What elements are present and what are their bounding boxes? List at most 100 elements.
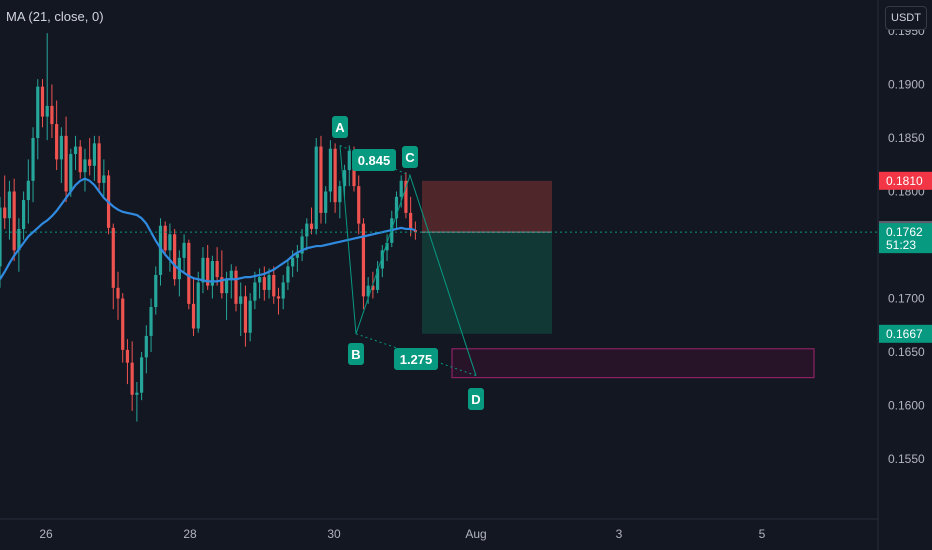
candle-body xyxy=(220,277,224,294)
pattern-point-d[interactable]: D xyxy=(468,388,484,410)
candle-body xyxy=(300,236,304,254)
candle-body xyxy=(140,357,144,393)
candle-body xyxy=(239,296,243,304)
ratio-box xyxy=(352,149,396,171)
point-label-text: C xyxy=(405,150,415,165)
time-axis[interactable]: 26 28 30 Aug 3 5 xyxy=(39,527,765,541)
y-tick-label: 0.1550 xyxy=(888,452,925,466)
candle-body xyxy=(361,223,366,297)
candle-body xyxy=(201,257,205,283)
candle-body xyxy=(92,143,96,166)
candle-body xyxy=(121,298,125,350)
y-tick-label: 0.1700 xyxy=(888,292,925,306)
candle-body xyxy=(78,146,82,173)
candle-body xyxy=(187,242,191,304)
candle-body xyxy=(191,303,196,329)
ratio-text: 0.845 xyxy=(358,153,391,168)
candle-body xyxy=(40,86,45,117)
y-tick-label: 0.1900 xyxy=(888,78,925,92)
point-label-box xyxy=(468,388,484,410)
x-tick-label: 5 xyxy=(759,527,766,541)
candle-body xyxy=(338,186,342,203)
pattern-point-b[interactable]: B xyxy=(348,343,364,365)
point-label-text: A xyxy=(335,120,345,135)
candle-body xyxy=(125,349,130,363)
candle-body xyxy=(380,250,384,269)
candle-body xyxy=(210,261,214,286)
candle-body xyxy=(385,242,389,251)
candle-body xyxy=(319,146,323,213)
pattern-point-c[interactable]: C xyxy=(402,146,418,168)
candle-body xyxy=(69,154,73,192)
candle-body xyxy=(64,135,68,192)
stop-loss-zone[interactable] xyxy=(422,180,552,233)
candle-body xyxy=(36,86,40,138)
candle-body xyxy=(55,124,59,160)
price-tag-target: 0.1667 xyxy=(879,324,932,343)
candle-body xyxy=(31,138,35,181)
candle-body xyxy=(158,225,163,275)
candle-body xyxy=(59,135,63,160)
candle-body xyxy=(243,296,248,333)
candle-body xyxy=(229,270,233,280)
candle-body xyxy=(376,268,380,290)
candle-body xyxy=(73,146,78,155)
price-tag-stop: 0.1810 xyxy=(879,171,932,190)
candle-body xyxy=(399,180,403,197)
price-tag-box xyxy=(879,324,932,343)
price-tag-value: 0.1762 xyxy=(886,225,923,239)
indicator-label[interactable]: MA (21, close, 0) xyxy=(6,9,104,24)
y-tick-label: 0.1650 xyxy=(888,345,925,359)
candle-body xyxy=(116,287,120,299)
candle-body xyxy=(168,234,172,251)
price-tag-value: 0.1667 xyxy=(886,327,923,341)
candle-body xyxy=(149,307,153,336)
pattern-legs xyxy=(339,145,477,376)
candle-body xyxy=(281,282,285,299)
x-tick-label: 28 xyxy=(183,527,197,541)
candle-body xyxy=(88,159,92,166)
candle-body xyxy=(50,105,54,125)
candle-body xyxy=(272,274,276,297)
take-profit-zone[interactable] xyxy=(422,232,552,334)
candle-body xyxy=(45,105,49,117)
prz-zone[interactable] xyxy=(451,348,815,379)
candle-body xyxy=(17,228,21,251)
candle-body xyxy=(83,159,87,173)
y-tick-label: 0.1850 xyxy=(888,131,925,145)
ratio-text: 1.275 xyxy=(400,352,433,367)
candle-body xyxy=(253,282,257,301)
candle-body xyxy=(111,227,115,288)
candle-body xyxy=(286,266,290,283)
ratio-label-cd[interactable]: 1.275 xyxy=(394,348,438,370)
point-label-text: D xyxy=(471,392,480,407)
currency-badge[interactable]: USDT xyxy=(885,6,927,30)
candle-body xyxy=(258,277,262,283)
ratio-label-bc[interactable]: 0.845 xyxy=(352,149,396,171)
candle-body xyxy=(163,225,167,251)
price-tag-box xyxy=(879,223,932,254)
ma-line xyxy=(0,177,416,283)
candle-body xyxy=(12,191,16,251)
candle-body xyxy=(309,223,314,229)
candle-body xyxy=(357,186,361,224)
price-tag-box xyxy=(879,171,932,190)
candle-body xyxy=(182,242,186,258)
candle-body xyxy=(295,253,299,258)
candle-body xyxy=(328,148,332,192)
point-label-text: B xyxy=(351,347,360,362)
abcd-pattern[interactable]: A B C D 0.845 1.275 xyxy=(332,116,484,410)
pattern-point-a[interactable]: A xyxy=(332,116,348,138)
candle-body xyxy=(371,285,375,290)
candle-body xyxy=(291,257,295,267)
candle-body xyxy=(7,191,12,219)
ratio-box xyxy=(394,348,438,370)
candle-body xyxy=(22,200,26,229)
point-label-box xyxy=(402,146,418,168)
candle-body xyxy=(305,223,309,237)
candle-body xyxy=(224,279,229,294)
candle-body xyxy=(97,143,101,183)
y-tick-label: 0.1600 xyxy=(888,399,925,413)
